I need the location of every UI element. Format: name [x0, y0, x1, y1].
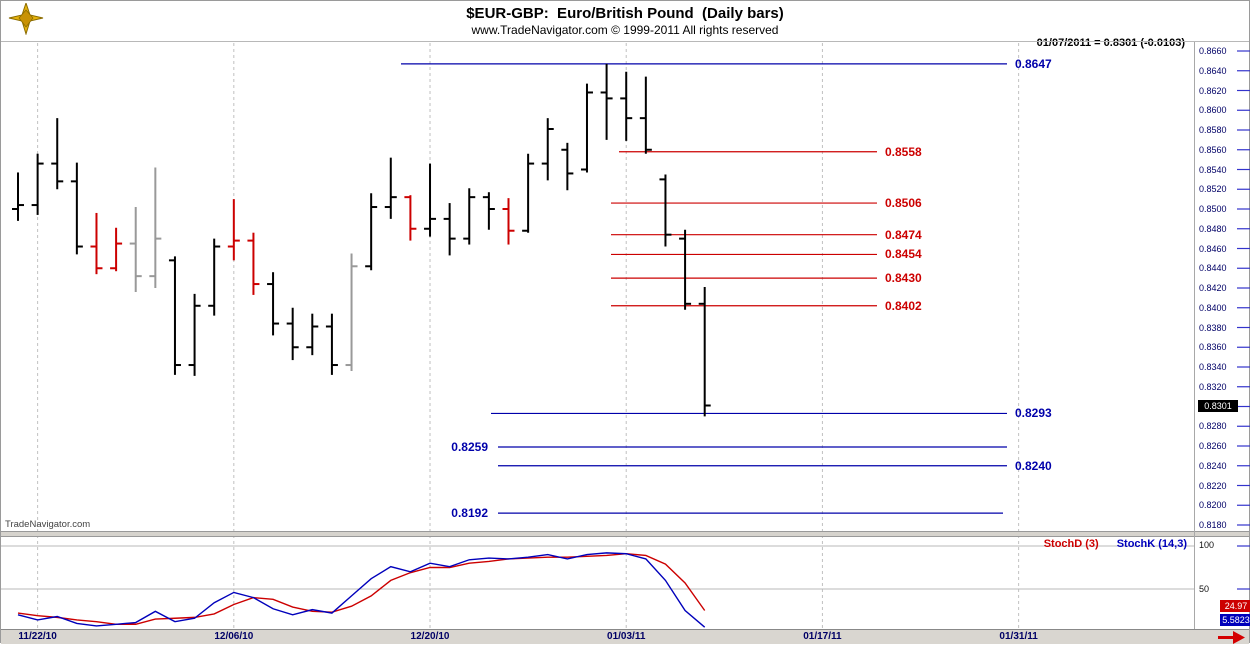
stoch-scale-50: 50 — [1199, 584, 1210, 594]
price-tick-label: 0.8560 — [1199, 144, 1227, 155]
stoch-legend: StochD (3) StochK (14,3) — [1044, 538, 1187, 550]
price-tick-label: 0.8540 — [1199, 164, 1227, 175]
date-axis-label: 01/03/11 — [607, 631, 646, 642]
date-axis-label: 12/20/10 — [410, 631, 450, 642]
chart-title: $EUR-GBP: Euro/British Pound (Daily bars… — [466, 5, 784, 22]
price-tick-label: 0.8200 — [1199, 500, 1227, 511]
price-axis: 0.8301 100 50 24.97 5.5823 0.8660 0.8640 0… — [1194, 42, 1250, 629]
price-tick-label: 0.8600 — [1199, 105, 1227, 116]
price-tick-label: 0.8480 — [1199, 223, 1227, 234]
price-tick-label: 0.8220 — [1199, 480, 1227, 491]
date-axis-label: 11/22/10 — [18, 631, 57, 642]
price-tick-label: 0.8620 — [1199, 85, 1227, 96]
price-tick-label: 0.8580 — [1199, 125, 1227, 135]
price-tick-label: 0.8400 — [1199, 302, 1227, 313]
price-tick-label: 0.8500 — [1199, 204, 1227, 214]
last-quote-readout: 01/07/2011 = 0.8301 (-0.0103) — [1036, 37, 1185, 49]
date-axis-label: 01/17/11 — [803, 631, 842, 642]
price-tick-label: 0.8420 — [1199, 283, 1227, 293]
stochk-label: StochK (14,3) — [1116, 538, 1187, 550]
date-axis-label: 01/31/11 — [999, 631, 1038, 642]
watermark: TradeNavigator.com — [5, 519, 91, 530]
price-tick-label: 0.8360 — [1199, 342, 1227, 353]
price-tick-label: 0.8660 — [1199, 46, 1227, 56]
price-tick-label: 0.8460 — [1199, 243, 1227, 254]
header-separator — [1, 41, 1249, 42]
scroll-right-arrow[interactable] — [1215, 630, 1247, 645]
price-tick-label: 0.8180 — [1199, 520, 1227, 530]
current-price-badge: 0.8301 — [1198, 400, 1238, 412]
price-tick-label: 0.8320 — [1199, 381, 1227, 392]
tradenavigator-logo-icon — [8, 3, 44, 35]
stochk-value-badge: 5.5823 — [1220, 614, 1250, 626]
stochd-value-badge: 24.97 — [1220, 600, 1250, 612]
price-tick-label: 0.8280 — [1199, 421, 1227, 432]
date-axis: 11/22/10 12/06/10 12/20/10 01/03/11 01/17/11… — [1, 629, 1249, 644]
date-axis-label: 12/06/10 — [214, 631, 254, 642]
price-tick-label: 0.8520 — [1199, 184, 1227, 195]
price-tick-label: 0.8640 — [1199, 65, 1227, 76]
price-tick-label: 0.8260 — [1199, 441, 1227, 451]
stochd-label: StochD (3) — [1043, 538, 1099, 550]
stoch-scale-100: 100 — [1199, 540, 1215, 550]
price-tick-label: 0.8380 — [1199, 322, 1227, 333]
price-tick-label: 0.8240 — [1199, 460, 1227, 471]
copyright-subtitle: www.TradeNavigator.com © 1999-2011 All r… — [471, 23, 779, 37]
panel-splitter[interactable] — [1, 531, 1249, 537]
price-tick-label: 0.8440 — [1199, 263, 1227, 274]
price-tick-label: 0.8340 — [1199, 362, 1227, 372]
